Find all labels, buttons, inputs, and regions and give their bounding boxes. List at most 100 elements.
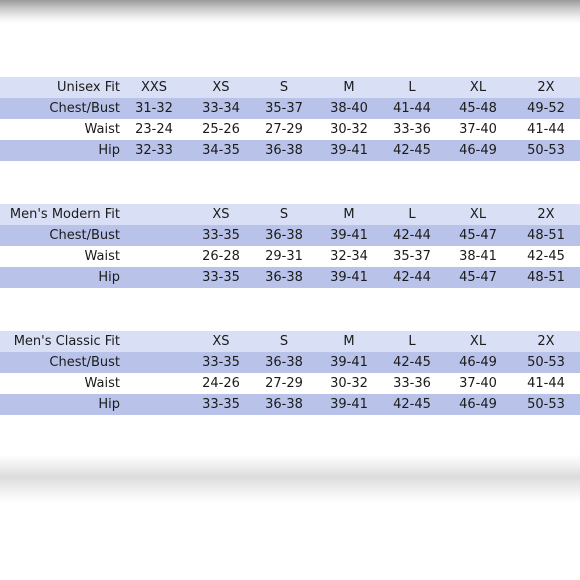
measurement-value: 37-40 bbox=[459, 376, 497, 391]
measurement-label: Chest/Bust bbox=[49, 355, 120, 370]
measurement-value: 27-29 bbox=[265, 376, 303, 391]
measurement-value: 32-34 bbox=[330, 249, 368, 264]
measurement-value bbox=[126, 394, 182, 415]
measurement-value: 33-35 bbox=[202, 270, 240, 285]
measurement-label: Chest/Bust bbox=[49, 228, 120, 243]
size-header: L bbox=[408, 207, 416, 222]
measurement-value: 33-36 bbox=[393, 122, 431, 137]
measurement-value: 36-38 bbox=[265, 143, 303, 158]
fit-title: Men's Classic Fit bbox=[13, 334, 120, 349]
measurement-value: 45-47 bbox=[459, 228, 497, 243]
size-header: S bbox=[279, 80, 289, 95]
measurement-value: 35-37 bbox=[265, 101, 303, 116]
measurement-value: 46-49 bbox=[459, 355, 497, 370]
measurement-label: Hip bbox=[98, 143, 120, 158]
fit-title: Men's Modern Fit bbox=[9, 207, 120, 222]
measurement-value: 35-37 bbox=[393, 249, 431, 264]
size-header: XS bbox=[212, 334, 230, 349]
table-row: Waist 26-28 29-31 32-34 35-37 38-41 42-45 bbox=[0, 246, 580, 267]
measurement-value: 45-47 bbox=[459, 270, 497, 285]
size-header: 2X bbox=[537, 334, 555, 349]
measurement-value: 25-26 bbox=[202, 122, 240, 137]
size-header: XS bbox=[212, 207, 230, 222]
measurement-value: 42-45 bbox=[393, 355, 431, 370]
table-row: Waist 24-26 27-29 30-32 33-36 37-40 41-44 bbox=[0, 373, 580, 394]
size-header: S bbox=[279, 334, 289, 349]
table-header-row: Unisex Fit XXS XS S M L XL 2X bbox=[0, 77, 580, 98]
measurement-value: 41-44 bbox=[527, 376, 565, 391]
measurement-value: 39-41 bbox=[330, 355, 368, 370]
table-row: Chest/Bust 33-35 36-38 39-41 42-45 46-49 50-53 bbox=[0, 352, 580, 373]
measurement-value: 30-32 bbox=[330, 122, 368, 137]
size-header: M bbox=[343, 207, 355, 222]
measurement-value bbox=[126, 267, 182, 288]
measurement-value: 50-53 bbox=[527, 355, 565, 370]
measurement-value: 32-33 bbox=[135, 143, 173, 158]
measurement-value: 41-44 bbox=[527, 122, 565, 137]
measurement-value: 36-38 bbox=[265, 270, 303, 285]
measurement-value: 26-28 bbox=[202, 249, 240, 264]
measurement-value: 38-40 bbox=[330, 101, 368, 116]
size-header: 2X bbox=[537, 80, 555, 95]
fit-title: Unisex Fit bbox=[57, 80, 120, 95]
measurement-value: 45-48 bbox=[459, 101, 497, 116]
measurement-value: 33-36 bbox=[393, 376, 431, 391]
measurement-value bbox=[126, 225, 182, 246]
top-edge-shadow bbox=[0, 0, 580, 24]
measurement-label: Waist bbox=[84, 249, 120, 264]
measurement-value: 36-38 bbox=[265, 355, 303, 370]
measurement-value bbox=[126, 373, 182, 394]
measurement-value: 42-45 bbox=[393, 397, 431, 412]
measurement-value: 36-38 bbox=[265, 228, 303, 243]
measurement-value: 24-26 bbox=[202, 376, 240, 391]
measurement-label: Hip bbox=[98, 397, 120, 412]
measurement-value: 37-40 bbox=[459, 122, 497, 137]
measurement-value: 30-32 bbox=[330, 376, 368, 391]
measurement-value: 46-49 bbox=[459, 143, 497, 158]
measurement-value: 33-35 bbox=[202, 397, 240, 412]
table-header-row: Men's Modern Fit XS S M L XL 2X bbox=[0, 204, 580, 225]
size-header: XS bbox=[212, 80, 230, 95]
measurement-value: 34-35 bbox=[202, 143, 240, 158]
measurement-value: 36-38 bbox=[265, 397, 303, 412]
size-header: 2X bbox=[537, 207, 555, 222]
measurement-value: 49-52 bbox=[527, 101, 565, 116]
measurement-value: 23-24 bbox=[135, 122, 173, 137]
measurement-value bbox=[126, 246, 182, 267]
size-header: XXS bbox=[140, 80, 168, 95]
table-row: Hip 33-35 36-38 39-41 42-44 45-47 48-51 bbox=[0, 267, 580, 288]
size-header: XL bbox=[469, 334, 487, 349]
measurement-label: Waist bbox=[84, 122, 120, 137]
measurement-value bbox=[126, 352, 182, 373]
table-row: Waist 23-24 25-26 27-29 30-32 33-36 37-40 41-44 bbox=[0, 119, 580, 140]
bottom-edge-shadow bbox=[0, 455, 580, 503]
measurement-value: 27-29 bbox=[265, 122, 303, 137]
table-row: Hip 33-35 36-38 39-41 42-45 46-49 50-53 bbox=[0, 394, 580, 415]
measurement-value: 31-32 bbox=[135, 101, 173, 116]
measurement-value: 33-35 bbox=[202, 228, 240, 243]
measurement-value: 50-53 bbox=[527, 143, 565, 158]
measurement-label: Hip bbox=[98, 270, 120, 285]
measurement-value: 39-41 bbox=[330, 228, 368, 243]
measurement-value: 33-34 bbox=[202, 101, 240, 116]
measurement-value: 41-44 bbox=[393, 101, 431, 116]
measurement-value: 50-53 bbox=[527, 397, 565, 412]
table-header-row: Men's Classic Fit XS S M L XL 2X bbox=[0, 331, 580, 352]
size-header bbox=[126, 331, 182, 352]
measurement-value: 39-41 bbox=[330, 270, 368, 285]
measurement-value: 48-51 bbox=[527, 228, 565, 243]
measurement-value: 42-45 bbox=[393, 143, 431, 158]
measurement-value: 29-31 bbox=[265, 249, 303, 264]
size-header: M bbox=[343, 334, 355, 349]
measurement-label: Chest/Bust bbox=[49, 101, 120, 116]
size-header bbox=[126, 204, 182, 225]
measurement-value: 42-44 bbox=[393, 270, 431, 285]
measurement-value: 33-35 bbox=[202, 355, 240, 370]
measurement-value: 38-41 bbox=[459, 249, 497, 264]
table-row: Hip 32-33 34-35 36-38 39-41 42-45 46-49 50-53 bbox=[0, 140, 580, 161]
measurement-value: 48-51 bbox=[527, 270, 565, 285]
table-row: Chest/Bust 31-32 33-34 35-37 38-40 41-44 45-48… bbox=[0, 98, 580, 119]
size-header: S bbox=[279, 207, 289, 222]
measurement-value: 39-41 bbox=[330, 397, 368, 412]
table-row: Chest/Bust 33-35 36-38 39-41 42-44 45-47 48-51 bbox=[0, 225, 580, 246]
